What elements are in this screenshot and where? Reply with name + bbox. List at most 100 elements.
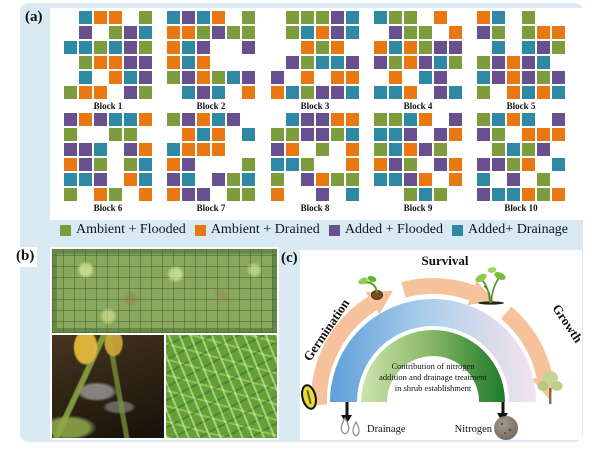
- establishment-diagram: Germination Survival Growth Contribution…: [300, 253, 586, 440]
- treatment-cell: [167, 56, 180, 69]
- empty-cell: [301, 143, 314, 156]
- treatment-cell: [301, 173, 314, 186]
- treatment-cell: [331, 128, 344, 141]
- treatment-cell: [212, 173, 225, 186]
- empty-cell: [404, 71, 417, 84]
- treatment-cell: [182, 71, 195, 84]
- panel-a-label: (a): [25, 9, 43, 25]
- treatment-cell: [404, 41, 417, 54]
- caption-line-2: addition and drainage treatment: [379, 372, 487, 382]
- treatment-cell: [507, 173, 520, 186]
- treatment-cell: [197, 113, 210, 126]
- treatment-cell: [94, 113, 107, 126]
- treatment-cell: [331, 113, 344, 126]
- treatment-cell: [212, 86, 225, 99]
- treatment-cell: [316, 41, 329, 54]
- empty-cell: [331, 188, 344, 201]
- treatment-cell: [64, 143, 77, 156]
- treatment-cell: [374, 86, 387, 99]
- treatment-cell: [64, 188, 77, 201]
- treatment-cell: [477, 11, 490, 24]
- treatment-cell: [94, 173, 107, 186]
- treatment-cell: [537, 41, 550, 54]
- treatment-cell: [434, 11, 447, 24]
- empty-cell: [537, 113, 550, 126]
- treatment-cell: [197, 26, 210, 39]
- treatment-cell: [286, 113, 299, 126]
- empty-cell: [507, 128, 520, 141]
- germination-arrow-segment: [310, 296, 377, 406]
- treatment-cell: [346, 113, 359, 126]
- treatment-cell: [389, 113, 402, 126]
- treatment-cell: [434, 188, 447, 201]
- treatment-cell: [212, 26, 225, 39]
- treatment-cell: [346, 128, 359, 141]
- legend-label: Ambient + Drained: [210, 222, 320, 237]
- empty-cell: [227, 86, 240, 99]
- treatment-cell: [94, 158, 107, 171]
- treatment-cell: [537, 26, 550, 39]
- treatment-cell: [197, 128, 210, 141]
- block-label: Block 1: [93, 101, 123, 111]
- nitrogen-label: Nitrogen: [455, 424, 493, 435]
- treatment-grid: [271, 113, 359, 201]
- empty-cell: [449, 188, 462, 201]
- empty-cell: [552, 11, 565, 24]
- treatment-cell: [419, 41, 432, 54]
- empty-cell: [507, 41, 520, 54]
- treatment-cell: [477, 158, 490, 171]
- legend-swatch-icon: [194, 224, 206, 236]
- treatment-cell: [389, 158, 402, 171]
- treatment-cell: [109, 71, 122, 84]
- treatment-cell: [182, 26, 195, 39]
- treatment-cell: [419, 188, 432, 201]
- treatment-cell: [477, 26, 490, 39]
- drainage-callout: Drainage: [340, 402, 406, 437]
- treatment-cell: [182, 41, 195, 54]
- treatment-cell: [477, 188, 490, 201]
- treatment-cell: [331, 11, 344, 24]
- empty-cell: [227, 41, 240, 54]
- empty-cell: [124, 11, 137, 24]
- treatment-cell: [167, 113, 180, 126]
- treatment-cell: [212, 143, 225, 156]
- legend-item-1: Ambient + Flooded: [60, 222, 186, 238]
- empty-cell: [492, 173, 505, 186]
- caption-line-3: in shrub establishment: [395, 383, 472, 393]
- treatment-cell: [374, 158, 387, 171]
- treatment-cell: [212, 128, 225, 141]
- treatment-cell: [419, 173, 432, 186]
- treatment-cell: [227, 173, 240, 186]
- treatment-cell: [537, 143, 550, 156]
- block-label: Block 10: [504, 203, 538, 213]
- treatment-cell: [197, 41, 210, 54]
- treatment-cell: [389, 143, 402, 156]
- treatment-cell: [167, 158, 180, 171]
- empty-cell: [271, 11, 284, 24]
- treatment-cell: [552, 128, 565, 141]
- treatment-cell: [167, 26, 180, 39]
- treatment-cell: [552, 71, 565, 84]
- arrowhead-survival-icon: [467, 280, 495, 306]
- empty-cell: [242, 143, 255, 156]
- empty-cell: [552, 143, 565, 156]
- treatment-legend: Ambient + Flooded Ambient + Drained Added …: [60, 222, 568, 238]
- treatment-cell: [64, 158, 77, 171]
- block-label: Block 2: [196, 101, 226, 111]
- treatment-cell: [64, 41, 77, 54]
- treatment-cell: [404, 113, 417, 126]
- treatment-grid: [167, 113, 255, 201]
- drainage-arch: [330, 299, 536, 402]
- empty-cell: [286, 188, 299, 201]
- treatment-cell: [94, 41, 107, 54]
- treatment-cell: [109, 11, 122, 24]
- treatment-cell: [389, 11, 402, 24]
- treatment-cell: [301, 26, 314, 39]
- sprout-icon: [358, 275, 383, 300]
- treatment-cell: [374, 41, 387, 54]
- treatment-cell: [286, 11, 299, 24]
- empty-cell: [227, 158, 240, 171]
- treatment-cell: [507, 86, 520, 99]
- treatment-cell: [64, 128, 77, 141]
- treatment-cell: [64, 86, 77, 99]
